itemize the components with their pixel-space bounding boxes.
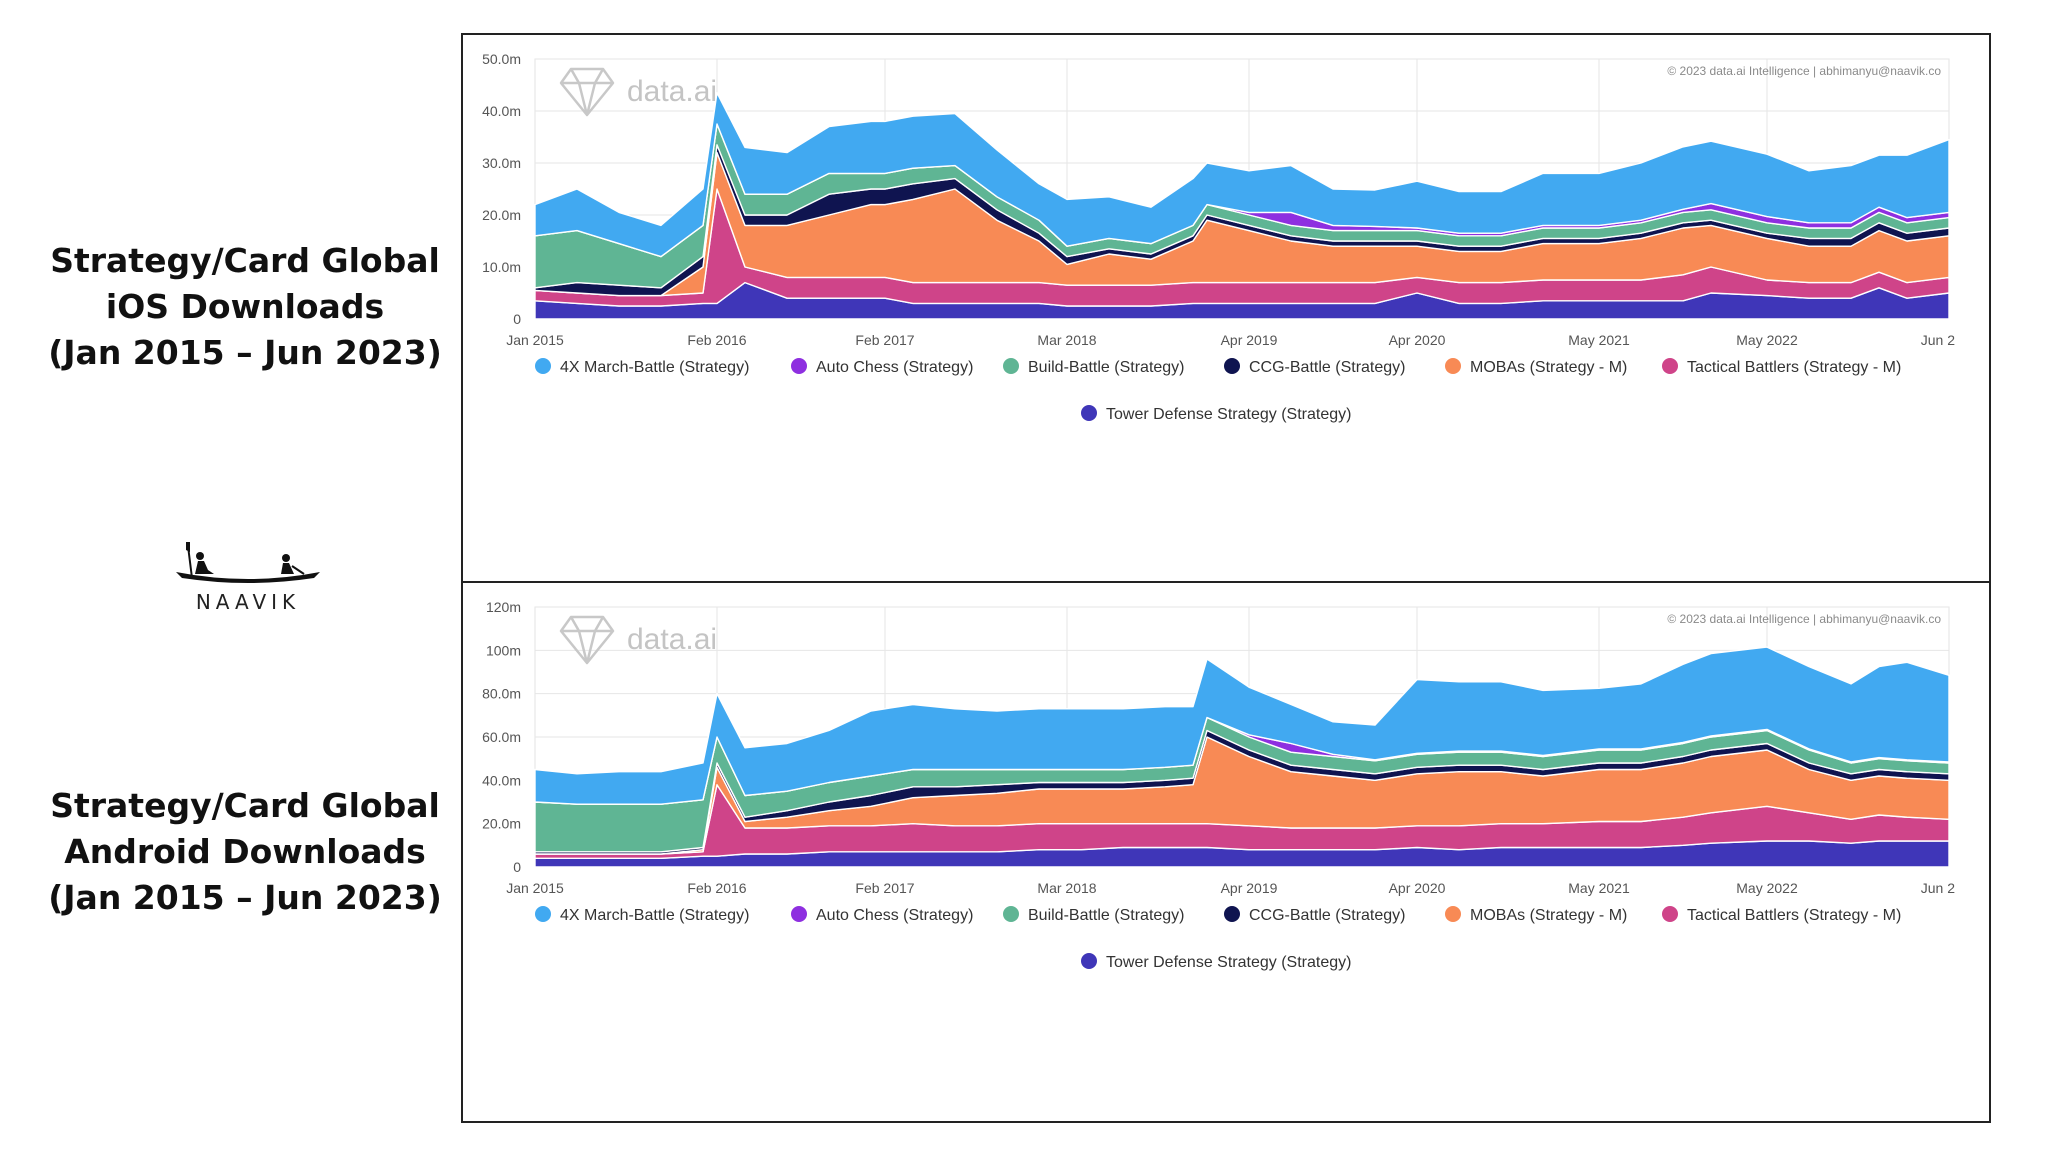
ios-downloads-heading: Strategy/Card Global iOS Downloads (Jan … [40, 238, 450, 376]
android-copyright: © 2023 data.ai Intelligence | abhimanyu@… [1667, 612, 1941, 626]
ios-legend-label: CCG-Battle (Strategy) [1249, 359, 1405, 376]
ios-x-tick-label: May 2021 [1568, 332, 1630, 348]
android-watermark-brand: data.ai [627, 623, 717, 656]
ios-legend-swatch [1445, 358, 1461, 374]
ios-x-tick-label: Apr 2020 [1389, 332, 1446, 348]
ios-y-tick-label: 40.0m [482, 103, 521, 119]
android-x-tick-label: Jun 2 [1921, 880, 1955, 896]
ios-legend-label: Tactical Battlers (Strategy - M) [1687, 359, 1901, 376]
android-area-4x-march-battle-strategy[interactable] [534, 646, 1950, 805]
android-x-tick-label: Feb 2017 [855, 880, 914, 896]
android-area-chart: 0 20.0m 40.0m 60.0m 80.0m 100m 120m Jan 2015 Feb… [482, 599, 1955, 971]
android-legend-swatch [1662, 906, 1678, 922]
ios-legend-swatch [535, 358, 551, 374]
ios-copyright: © 2023 data.ai Intelligence | abhimanyu@… [1667, 64, 1941, 78]
ios-legend-swatch [791, 358, 807, 374]
android-legend-item-ccg-battle-strategy[interactable]: CCG-Battle (Strategy) [1224, 906, 1405, 924]
ios-x-tick-label: Apr 2019 [1221, 332, 1278, 348]
ios-heading-line-1: Strategy/Card Global [50, 241, 440, 280]
ios-x-tick-label: Feb 2017 [855, 332, 914, 348]
ios-x-tick-label: Jan 2015 [506, 332, 564, 348]
android-chart-panel: 0 20.0m 40.0m 60.0m 80.0m 100m 120m Jan 2015 Feb… [463, 583, 1989, 1127]
android-legend-swatch [791, 906, 807, 922]
ios-legend-swatch [1003, 358, 1019, 374]
naavik-logo-text: NAAVIK [195, 590, 301, 614]
android-x-tick-label: Mar 2018 [1037, 880, 1096, 896]
android-x-tick-label: Apr 2020 [1389, 880, 1446, 896]
android-x-tick-label: May 2021 [1568, 880, 1630, 896]
ios-heading-line-2: iOS Downloads [105, 287, 385, 326]
android-x-tick-label: Feb 2016 [687, 880, 746, 896]
ios-y-tick-label: 10.0m [482, 259, 521, 275]
android-legend-label: MOBAs (Strategy - M) [1470, 907, 1627, 924]
android-heading-line-3: (Jan 2015 – Jun 2023) [48, 878, 442, 917]
android-legend-swatch [1224, 906, 1240, 922]
android-legend-label: CCG-Battle (Strategy) [1249, 907, 1405, 924]
android-heading-line-1: Strategy/Card Global [50, 786, 440, 825]
android-y-tick-label: 0 [513, 859, 521, 875]
ios-heading-line-3: (Jan 2015 – Jun 2023) [48, 333, 442, 372]
android-legend-label: Tactical Battlers (Strategy - M) [1687, 907, 1901, 924]
android-x-tick-label: Jan 2015 [506, 880, 564, 896]
android-x-tick-label: May 2022 [1736, 880, 1798, 896]
android-y-tick-label: 120m [486, 599, 521, 615]
ios-y-tick-label: 30.0m [482, 155, 521, 171]
diamond-icon [559, 615, 615, 665]
chart-divider [463, 581, 1989, 583]
android-legend-item-4x-march-battle-strategy[interactable]: 4X March-Battle (Strategy) [535, 906, 749, 924]
android-legend-item-build-battle-strategy[interactable]: Build-Battle (Strategy) [1003, 906, 1185, 924]
ios-x-tick-label: Mar 2018 [1037, 332, 1096, 348]
ios-legend-item-auto-chess-strategy[interactable]: Auto Chess (Strategy) [791, 358, 973, 376]
android-legend-item-mobas-strategy-m[interactable]: MOBAs (Strategy - M) [1445, 906, 1627, 924]
android-y-tick-label: 60.0m [482, 729, 521, 745]
ios-legend-label: Auto Chess (Strategy) [816, 359, 973, 376]
android-y-tick-label: 20.0m [482, 816, 521, 832]
android-legend-item-tactical-battlers-strategy-m[interactable]: Tactical Battlers (Strategy - M) [1662, 906, 1901, 924]
ios-area-chart: 0 10.0m 20.0m 30.0m 40.0m 50.0m Jan 2015 Feb 20… [482, 51, 1955, 423]
ios-legend-label: 4X March-Battle (Strategy) [560, 359, 749, 376]
charts-frame: 0 10.0m 20.0m 30.0m 40.0m 50.0m Jan 2015 Feb 20… [461, 33, 1991, 1123]
android-legend-swatch [1081, 953, 1097, 969]
android-legend-swatch [1003, 906, 1019, 922]
android-legend-swatch [1445, 906, 1461, 922]
ios-legend-item-4x-march-battle-strategy[interactable]: 4X March-Battle (Strategy) [535, 358, 749, 376]
ios-legend-label: MOBAs (Strategy - M) [1470, 359, 1627, 376]
android-legend-swatch [535, 906, 551, 922]
android-legend-label: 4X March-Battle (Strategy) [560, 907, 749, 924]
ios-legend-item-tactical-battlers-strategy-m[interactable]: Tactical Battlers (Strategy - M) [1662, 358, 1901, 376]
ios-y-tick-label: 0 [513, 311, 521, 327]
android-legend-item-auto-chess-strategy[interactable]: Auto Chess (Strategy) [791, 906, 973, 924]
ios-legend-swatch [1224, 358, 1240, 374]
canoe-icon [176, 542, 320, 583]
ios-legend-item-mobas-strategy-m[interactable]: MOBAs (Strategy - M) [1445, 358, 1627, 376]
android-legend-label: Build-Battle (Strategy) [1028, 907, 1185, 924]
android-y-tick-label: 100m [486, 642, 521, 658]
android-legend-label: Auto Chess (Strategy) [816, 907, 973, 924]
ios-y-tick-label: 20.0m [482, 207, 521, 223]
ios-legend-swatch [1081, 405, 1097, 421]
ios-area-4x-march-battle-strategy[interactable] [534, 92, 1950, 258]
android-x-tick-label: Apr 2019 [1221, 880, 1278, 896]
android-legend-item-tower-defense-strategy-strategy[interactable]: Tower Defense Strategy (Strategy) [1081, 953, 1351, 971]
ios-legend-item-tower-defense-strategy-strategy[interactable]: Tower Defense Strategy (Strategy) [1081, 405, 1351, 423]
ios-legend-label: Build-Battle (Strategy) [1028, 359, 1185, 376]
android-downloads-heading: Strategy/Card Global Android Downloads (… [40, 783, 450, 921]
ios-chart-panel: 0 10.0m 20.0m 30.0m 40.0m 50.0m Jan 2015 Feb 20… [463, 35, 1989, 579]
ios-legend-item-ccg-battle-strategy[interactable]: CCG-Battle (Strategy) [1224, 358, 1405, 376]
android-legend-label: Tower Defense Strategy (Strategy) [1106, 954, 1351, 971]
ios-x-tick-label: Feb 2016 [687, 332, 746, 348]
ios-x-tick-label: May 2022 [1736, 332, 1798, 348]
ios-watermark-brand: data.ai [627, 75, 717, 108]
diamond-icon [559, 67, 615, 117]
ios-y-tick-label: 50.0m [482, 51, 521, 67]
ios-legend-swatch [1662, 358, 1678, 374]
android-y-tick-label: 80.0m [482, 686, 521, 702]
ios-legend-item-build-battle-strategy[interactable]: Build-Battle (Strategy) [1003, 358, 1185, 376]
android-heading-line-2: Android Downloads [64, 832, 426, 871]
ios-legend-label: Tower Defense Strategy (Strategy) [1106, 406, 1351, 423]
ios-x-tick-label: Jun 2 [1921, 332, 1955, 348]
android-y-tick-label: 40.0m [482, 772, 521, 788]
